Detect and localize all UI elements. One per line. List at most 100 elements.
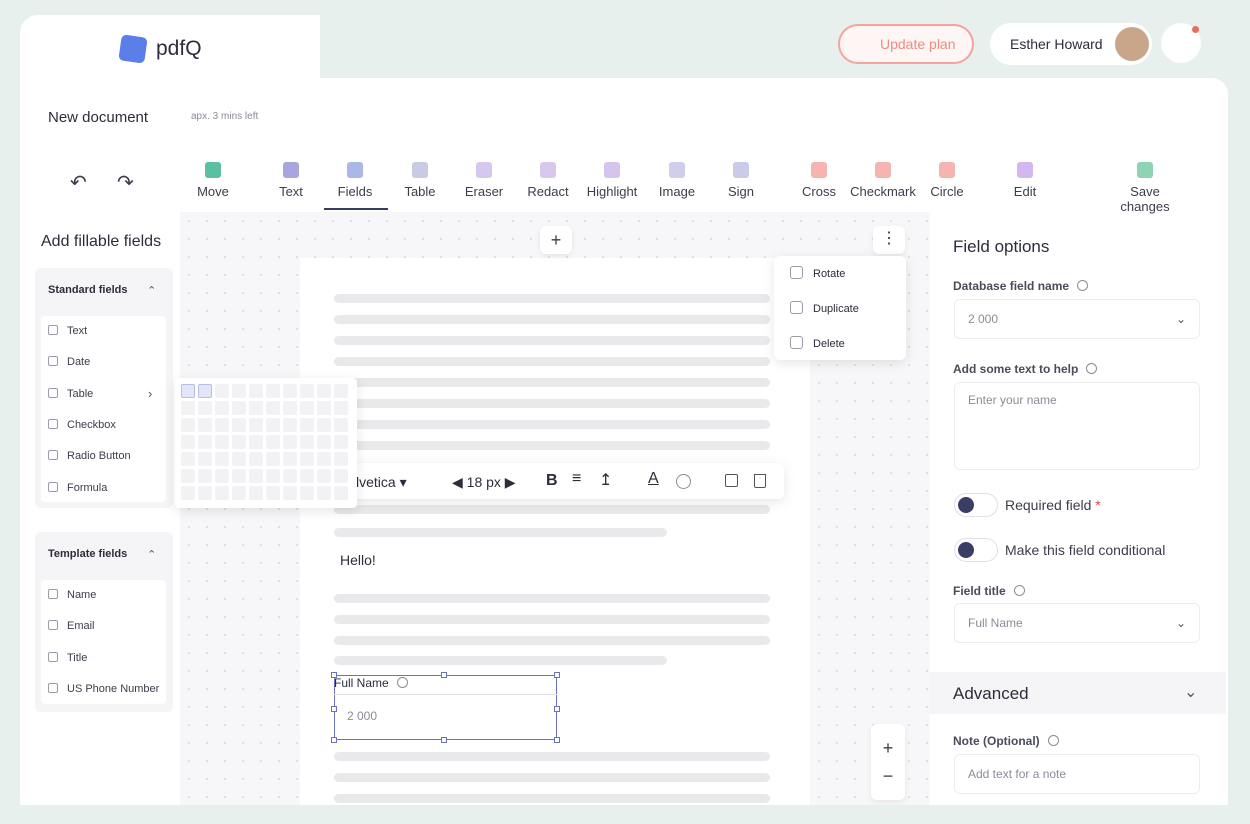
grid-cell[interactable] — [232, 469, 246, 483]
grid-cell[interactable] — [249, 452, 263, 466]
redo-button[interactable]: ↷ — [117, 172, 134, 194]
grid-cell[interactable] — [317, 384, 331, 398]
grid-cell[interactable] — [334, 435, 348, 449]
toolbar-button[interactable]: Cross — [779, 160, 859, 199]
grid-cell[interactable] — [283, 452, 297, 466]
resize-handle[interactable] — [331, 706, 337, 712]
grid-cell[interactable] — [249, 435, 263, 449]
help-input[interactable]: Enter your name — [954, 382, 1200, 470]
grid-cell[interactable] — [283, 418, 297, 432]
field-item[interactable]: Date — [48, 356, 90, 368]
field-item[interactable]: Name — [48, 589, 96, 601]
fill-button[interactable] — [676, 474, 691, 489]
grid-cell[interactable] — [232, 452, 246, 466]
grid-cell[interactable] — [300, 469, 314, 483]
grid-cell[interactable] — [198, 469, 212, 483]
grid-cell[interactable] — [249, 401, 263, 415]
grid-cell[interactable] — [300, 418, 314, 432]
grid-cell[interactable] — [232, 486, 246, 500]
document-title[interactable]: New document — [48, 109, 149, 126]
grid-cell[interactable] — [266, 452, 280, 466]
grid-cell[interactable] — [317, 469, 331, 483]
grid-cell[interactable] — [266, 486, 280, 500]
grid-cell[interactable] — [300, 452, 314, 466]
resize-handle[interactable] — [554, 672, 560, 678]
copy-button[interactable] — [725, 474, 738, 487]
grid-cell[interactable] — [334, 401, 348, 415]
grid-cell[interactable] — [215, 469, 229, 483]
grid-cell[interactable] — [215, 384, 229, 398]
grid-cell[interactable] — [198, 418, 212, 432]
grid-cell[interactable] — [215, 435, 229, 449]
resize-handle[interactable] — [554, 706, 560, 712]
advanced-header[interactable] — [930, 672, 1226, 714]
grid-cell[interactable] — [232, 384, 246, 398]
field-item[interactable]: Email — [48, 620, 95, 632]
toolbar-button[interactable]: Text — [251, 160, 331, 199]
delete-button[interactable] — [754, 474, 766, 488]
grid-cell[interactable] — [181, 401, 195, 415]
grid-cell[interactable] — [232, 418, 246, 432]
color-button[interactable]: A — [648, 470, 659, 487]
grid-cell[interactable] — [317, 486, 331, 500]
grid-cell[interactable] — [198, 435, 212, 449]
toolbar-button[interactable]: Move — [173, 160, 253, 199]
conditional-toggle[interactable] — [954, 538, 998, 562]
field-item[interactable]: Title — [48, 651, 87, 664]
grid-cell[interactable] — [232, 401, 246, 415]
menu-item[interactable]: Rotate — [790, 266, 845, 280]
undo-button[interactable]: ↶ — [70, 172, 87, 194]
field-item[interactable]: US Phone Number — [48, 682, 159, 695]
grid-cell[interactable] — [198, 401, 212, 415]
zoom-controls[interactable]: + − — [871, 724, 905, 800]
grid-cell[interactable] — [317, 435, 331, 449]
toolbar-button[interactable]: Highlight — [572, 160, 652, 199]
toolbar-button[interactable]: Redact — [508, 160, 588, 199]
grid-cell[interactable] — [232, 435, 246, 449]
grid-cell[interactable] — [215, 401, 229, 415]
grid-cell[interactable] — [266, 435, 280, 449]
toolbar-button[interactable]: Fields — [315, 160, 395, 199]
grid-cell[interactable] — [334, 486, 348, 500]
bold-button[interactable]: B — [546, 472, 558, 489]
resize-handle[interactable] — [331, 672, 337, 678]
toolbar-button[interactable]: Table — [380, 160, 460, 199]
grid-cell[interactable] — [283, 435, 297, 449]
grid-cell[interactable] — [283, 469, 297, 483]
resize-handle[interactable] — [554, 737, 560, 743]
chevron-up[interactable]: ⌄ — [147, 547, 157, 559]
field-title-select[interactable]: Full Name ⌄ — [954, 603, 1200, 643]
grid-cell[interactable] — [215, 486, 229, 500]
field-item[interactable]: Text — [48, 325, 87, 337]
grid-cell[interactable] — [181, 384, 195, 398]
menu-item[interactable]: Duplicate — [790, 301, 859, 315]
align-button[interactable]: ≡ — [572, 470, 582, 487]
grid-cell[interactable] — [215, 418, 229, 432]
add-page-button[interactable]: + — [540, 226, 572, 254]
toolbar-button[interactable]: Save changes — [1105, 160, 1185, 214]
grid-cell[interactable] — [266, 401, 280, 415]
grid-cell[interactable] — [198, 384, 212, 398]
update-plan-button[interactable]: Update plan — [838, 24, 974, 64]
resize-handle[interactable] — [441, 737, 447, 743]
grid-cell[interactable] — [266, 384, 280, 398]
grid-cell[interactable] — [334, 384, 348, 398]
grid-cell[interactable] — [266, 469, 280, 483]
toolbar-button[interactable]: Checkmark — [843, 160, 923, 199]
grid-cell[interactable] — [334, 418, 348, 432]
grid-cell[interactable] — [300, 401, 314, 415]
more-button[interactable]: ⋮ — [873, 226, 905, 254]
grid-cell[interactable] — [283, 384, 297, 398]
grid-cell[interactable] — [317, 452, 331, 466]
grid-cell[interactable] — [300, 384, 314, 398]
grid-cell[interactable] — [198, 486, 212, 500]
menu-item[interactable]: Delete — [790, 336, 845, 350]
toolbar-button[interactable]: Circle — [907, 160, 987, 199]
font-select[interactable]: lvetica ▾ — [356, 474, 407, 490]
grid-cell[interactable] — [181, 486, 195, 500]
grid-cell[interactable] — [283, 401, 297, 415]
grid-cell[interactable] — [181, 418, 195, 432]
resize-handle[interactable] — [331, 737, 337, 743]
valign-button[interactable]: ↥ — [599, 472, 613, 489]
db-select[interactable]: 2 000 ⌄ — [954, 299, 1200, 339]
